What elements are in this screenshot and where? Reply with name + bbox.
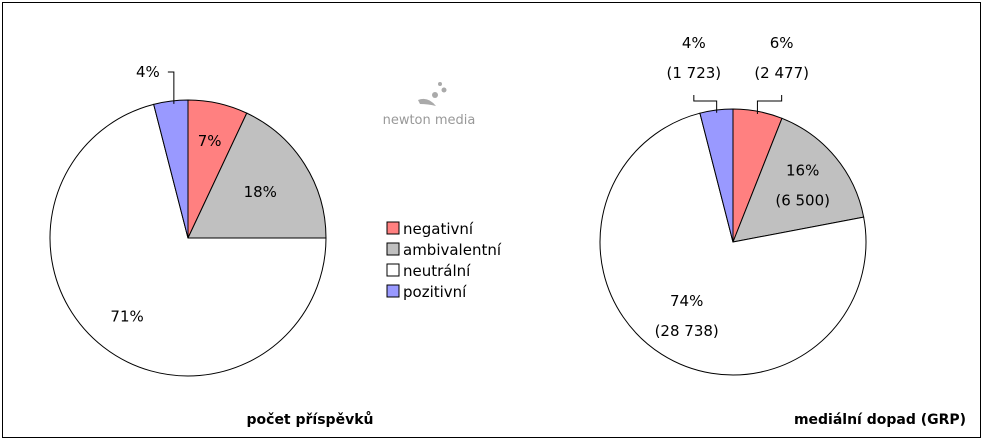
legend-label: ambivalentní — [403, 241, 502, 259]
data-label: 74% — [670, 292, 703, 310]
legend-label: neutrální — [403, 262, 471, 280]
pie-slice — [599, 112, 867, 376]
pie-slice — [732, 117, 865, 243]
data-label: 4% — [682, 34, 706, 52]
leader-line — [167, 71, 175, 104]
legend-swatch — [386, 221, 400, 235]
chart-subtitle: počet příspěvků — [247, 411, 374, 428]
data-label: 71% — [110, 308, 143, 326]
legend-label: negativní — [403, 220, 474, 238]
data-label: 7% — [198, 132, 222, 150]
frame — [2, 2, 981, 438]
leader-line — [756, 95, 783, 114]
count-label: (28 738) — [655, 322, 719, 340]
legend-swatch — [386, 263, 400, 277]
pie-slice — [49, 103, 327, 377]
pie-slice — [187, 112, 327, 239]
legend-label: pozitivní — [403, 283, 467, 301]
legend-swatch — [386, 284, 400, 298]
pie-slice — [153, 99, 189, 239]
leader-line — [693, 95, 718, 113]
legend-swatch — [386, 242, 400, 256]
count-label: (6 500) — [775, 191, 830, 209]
chart-subtitle: mediální dopad (GRP) — [794, 412, 966, 428]
data-label: 6% — [770, 34, 794, 52]
count-label: (1 723) — [667, 64, 722, 82]
logo — [418, 82, 447, 106]
watermark: newton media — [383, 113, 476, 128]
count-label: (2 477) — [754, 64, 809, 82]
data-label: 4% — [136, 63, 160, 81]
data-label: 18% — [244, 183, 277, 201]
data-label: 16% — [786, 161, 819, 179]
